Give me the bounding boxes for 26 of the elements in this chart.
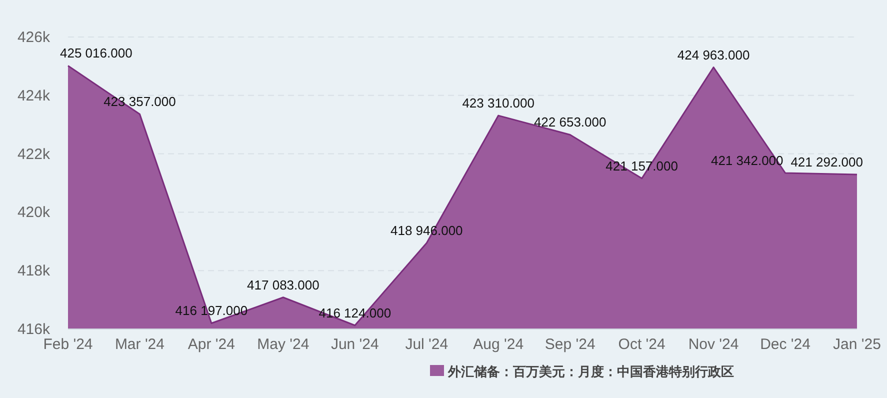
x-tick-label: Nov '24 xyxy=(688,336,739,353)
x-tick-label: Jun '24 xyxy=(330,336,379,353)
x-tick-label: Jan '25 xyxy=(833,336,881,353)
data-label: 417 083.000 xyxy=(247,277,320,292)
y-tick-label: 426k xyxy=(17,29,50,46)
legend-label: 外汇储备：百万美元：月度：中国香港特别行政区 xyxy=(447,364,734,379)
data-label: 421 292.000 xyxy=(790,154,863,170)
y-tick-label: 422k xyxy=(17,146,50,163)
x-tick-label: Mar '24 xyxy=(114,336,165,353)
data-label: 423 310.000 xyxy=(462,96,535,111)
x-tick-label: Jul '24 xyxy=(405,336,448,353)
data-label: 423 357.000 xyxy=(104,94,176,110)
x-tick-label: Apr '24 xyxy=(188,336,235,353)
x-tick-label: Feb '24 xyxy=(43,336,93,353)
y-tick-label: 416k xyxy=(17,321,50,338)
x-tick-label: Dec '24 xyxy=(760,336,810,353)
x-tick-label: Oct '24 xyxy=(618,336,666,353)
x-tick-label: Sep '24 xyxy=(544,336,596,353)
data-label: 425 016.000 xyxy=(60,46,132,61)
y-tick-label: 418k xyxy=(17,262,50,280)
x-tick-label: Aug '24 xyxy=(473,336,524,353)
y-tick-label: 420k xyxy=(17,204,50,222)
data-label: 424 963.000 xyxy=(677,47,750,62)
y-tick-label: 424k xyxy=(17,87,50,104)
x-tick-label: May '24 xyxy=(257,336,310,353)
data-label: 422 653.000 xyxy=(534,114,606,130)
